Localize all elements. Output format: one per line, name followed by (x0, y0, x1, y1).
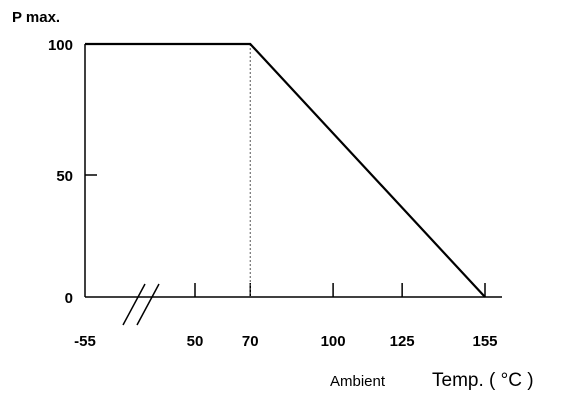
x-tick-label--55: -55 (74, 333, 96, 350)
axis-break-mark (122, 283, 160, 326)
axis-break-slash-1 (122, 283, 146, 326)
x-tick-label-70: 70 (242, 333, 259, 350)
series-line (85, 42, 486, 298)
y-tick-label-100: 100 (48, 37, 73, 54)
x-axis-label: Temp. ( °C ) (432, 370, 534, 391)
x-axis-label-prefix: Ambient (330, 373, 386, 390)
y-tick-label-0: 0 (65, 290, 73, 307)
x-tick-label-50: 50 (187, 333, 204, 350)
axis-break-slash-2 (136, 283, 160, 326)
y-axis-title: P max. (12, 9, 60, 26)
y-tick-label-50: 50 (56, 168, 73, 185)
x-tick-label-155: 155 (472, 333, 497, 350)
x-tick-label-125: 125 (390, 333, 415, 350)
x-tick-label-100: 100 (321, 333, 346, 350)
